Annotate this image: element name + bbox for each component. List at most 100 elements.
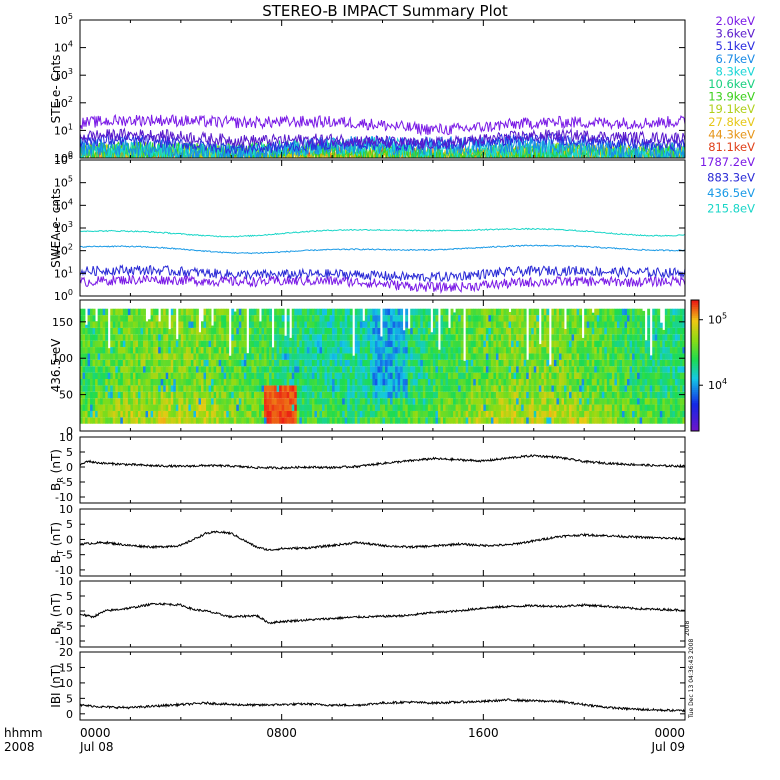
heat-cell [576,347,580,354]
heat-cell [437,398,441,405]
heat-cell [392,379,396,386]
heat-cell [137,347,141,354]
heat-cell [385,379,388,386]
heat-cell [516,398,520,405]
heat-cell [314,417,318,424]
heat-cell [80,315,83,322]
bt-ytick-label: 0 [66,533,73,546]
heat-cell [90,340,93,348]
heat-cell [589,379,593,386]
heat-cell [679,385,683,392]
heat-cell [284,353,288,360]
heat-cell [135,340,139,348]
heat-cell [412,417,416,424]
heat-cell [425,334,429,341]
heat-cell [415,359,419,367]
heat-cell [112,315,116,322]
heat-cell [112,372,116,380]
heat-cell [664,359,668,367]
heat-cell [448,334,451,341]
heat-cell [158,372,162,380]
heat-cell [87,308,91,316]
heat-cell [198,334,202,341]
heat-cell [422,315,426,322]
heat-cell [400,366,404,373]
heat-cell [412,340,416,348]
heat-cell [405,347,409,354]
heat-cell [422,404,426,411]
heat-cell [448,347,451,354]
heat-cell [289,372,293,380]
heat-cell [558,366,562,373]
heat-cell [243,404,247,411]
heat-cell [228,417,232,424]
heat-cell [193,340,197,348]
heat-cell [130,308,134,316]
heat-cell [435,372,439,380]
heat-cell [395,308,399,316]
heat-cell [359,372,363,380]
heat-cell [311,391,315,399]
heat-cell [523,391,527,399]
heat-cell [629,391,633,399]
heat-cell [390,391,393,399]
heat-cell [599,321,603,328]
colorbar-segment [691,356,699,360]
heat-cell [526,372,530,380]
heat-cell [281,327,285,335]
heat-cell [241,417,245,424]
heat-cell [100,385,104,392]
colorbar-segment [691,411,699,415]
time-tick-hhmm: 0000 [654,726,685,740]
heat-cell [400,347,404,354]
heat-cell [652,340,656,348]
heat-cell [175,347,179,354]
heat-cell [682,385,685,392]
heat-cell [359,410,363,418]
heat-cell [185,372,189,380]
heat-cell [281,410,285,418]
heat-cell [498,347,502,354]
heat-cell [548,385,552,392]
heat-cell [339,321,343,328]
heat-cell [274,353,278,360]
heat-cell [506,385,509,392]
heat-cell [163,315,167,322]
heat-cell [596,366,600,373]
heat-cell [301,359,305,367]
heat-cell [601,379,605,386]
heat-cell [195,327,199,335]
heat-cell [498,398,502,405]
heat-cell [553,353,557,360]
heat-cell [314,347,318,354]
heat-cell [458,315,462,322]
heat-cell [248,321,252,328]
heat-cell [221,410,225,418]
heat-cell [140,398,144,405]
heat-cell [319,315,323,322]
heat-cell [322,347,325,354]
heat-cell [130,340,134,348]
heat-cell [460,353,464,360]
heat-cell [135,410,139,418]
heat-cell [584,398,588,405]
heat-cell [357,315,361,322]
heat-cell [127,327,131,335]
heat-cell [495,347,499,354]
heat-cell [405,315,409,322]
heat-cell [364,366,368,373]
heat-cell [125,308,129,316]
heat-cell [329,404,333,411]
heat-cell [327,334,330,341]
heat-cell [589,417,593,424]
heat-cell [425,340,429,348]
heat-cell [306,347,310,354]
heat-cell [536,347,540,354]
heat-cell [173,391,177,399]
heat-cell [125,385,129,392]
heat-cell [483,334,487,341]
heat-cell [316,327,320,335]
heat-cell [102,321,106,328]
heat-cell [228,366,232,373]
